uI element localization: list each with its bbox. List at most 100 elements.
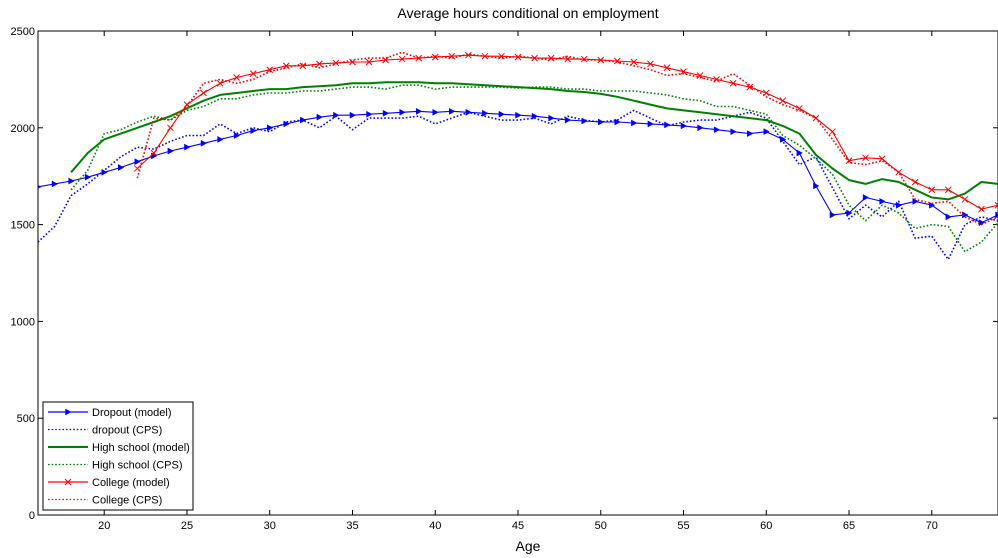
series-4-point bbox=[431, 53, 439, 61]
series-0-point bbox=[184, 143, 191, 151]
series-4-point bbox=[150, 149, 158, 157]
series-group bbox=[38, 51, 998, 261]
series-0-point bbox=[995, 211, 998, 219]
series-4-point bbox=[978, 205, 985, 213]
x-tick-label: 70 bbox=[926, 520, 938, 532]
y-tick-label: 0 bbox=[29, 510, 35, 522]
series-0-point bbox=[200, 139, 208, 147]
series-4-point bbox=[862, 154, 869, 162]
series-0-point bbox=[895, 201, 903, 209]
y-tick-label: 2500 bbox=[11, 26, 35, 38]
series-0-point bbox=[399, 108, 406, 116]
series-4-point bbox=[994, 201, 998, 209]
series-4-point bbox=[597, 56, 605, 64]
x-tick-label: 50 bbox=[595, 520, 607, 532]
series-0-point bbox=[482, 109, 489, 117]
series-0-point bbox=[217, 135, 224, 143]
plot-area bbox=[37, 30, 998, 516]
series-4-point bbox=[729, 79, 737, 87]
x-tick-label: 45 bbox=[512, 520, 524, 532]
series-0-point bbox=[366, 110, 373, 118]
series-0-point bbox=[697, 124, 704, 132]
series-0-point bbox=[862, 194, 870, 201]
series-4-point bbox=[696, 72, 704, 79]
legend-label: College (model) bbox=[92, 477, 170, 489]
series-line-3 bbox=[70, 84, 998, 253]
axis-ticks bbox=[38, 30, 998, 516]
x-tick-label: 20 bbox=[98, 520, 110, 532]
series-4-point bbox=[580, 55, 588, 63]
series-0-point bbox=[664, 121, 671, 129]
series-layer bbox=[38, 51, 998, 261]
x-tick-label: 30 bbox=[264, 520, 276, 532]
series-4-point bbox=[316, 60, 323, 68]
series-4-point bbox=[911, 178, 919, 186]
legend: Dropout (model) dropout (CPS) High school … bbox=[42, 401, 194, 511]
y-tick-label: 500 bbox=[17, 413, 35, 425]
series-0-point bbox=[250, 127, 257, 135]
x-tick-label: 65 bbox=[843, 520, 855, 532]
legend-label: Dropout (model) bbox=[92, 407, 171, 419]
series-4-point bbox=[779, 97, 787, 105]
series-0-point bbox=[84, 173, 92, 181]
series-0-point bbox=[515, 111, 522, 119]
series-0-point bbox=[300, 116, 307, 124]
series-4-point bbox=[216, 79, 224, 87]
series-0-point bbox=[631, 119, 638, 127]
series-0-point bbox=[498, 110, 505, 118]
series-4-point bbox=[944, 186, 952, 194]
series-4-point bbox=[928, 186, 936, 194]
series-4-point bbox=[647, 60, 654, 68]
series-0-point bbox=[167, 147, 174, 155]
series-0-point bbox=[829, 211, 837, 219]
series-0-point bbox=[382, 109, 390, 117]
series-4-point bbox=[464, 51, 472, 59]
y-tick-label: 1500 bbox=[11, 220, 35, 232]
series-4-point bbox=[630, 58, 638, 66]
series-0-point bbox=[713, 126, 721, 134]
legend-label: dropout (CPS) bbox=[92, 425, 162, 437]
series-4-point bbox=[167, 124, 174, 132]
y-tick-label: 1000 bbox=[11, 316, 35, 328]
series-0-point bbox=[598, 118, 605, 126]
legend-marker bbox=[64, 478, 72, 486]
series-0-point bbox=[266, 124, 274, 132]
legend-marker bbox=[65, 408, 72, 416]
series-0-point bbox=[316, 113, 323, 121]
series-0-point bbox=[796, 149, 803, 157]
series-4-point bbox=[398, 55, 406, 63]
x-tick-label: 55 bbox=[677, 520, 689, 532]
x-tick-label: 40 bbox=[429, 520, 441, 532]
series-4-point bbox=[663, 64, 671, 72]
series-0-point bbox=[763, 128, 770, 136]
series-0-point bbox=[465, 108, 472, 116]
tick-labels: 20 25 30 35 40 45 50 55 60 65 70 0 500 1000 1500 2000 25… bbox=[11, 26, 938, 532]
series-4-point bbox=[680, 68, 687, 76]
legend-label: High school (CPS) bbox=[92, 460, 182, 472]
series-0-point bbox=[879, 197, 886, 205]
x-tick-label: 35 bbox=[346, 520, 358, 532]
series-0-point bbox=[134, 158, 141, 166]
series-4-point bbox=[746, 83, 754, 91]
y-tick-label: 2000 bbox=[11, 123, 35, 135]
series-4-point bbox=[200, 89, 207, 97]
x-axis-label: Age bbox=[516, 538, 541, 554]
series-0-point bbox=[730, 128, 737, 136]
series-0-point bbox=[564, 116, 572, 124]
series-line-2 bbox=[70, 81, 998, 201]
series-0-point bbox=[746, 130, 754, 138]
series-4-point bbox=[365, 58, 373, 66]
legend-box bbox=[42, 401, 194, 511]
series-4-point bbox=[796, 105, 803, 112]
series-0-point bbox=[38, 184, 42, 189]
series-0-point bbox=[945, 213, 952, 221]
series-4-point bbox=[233, 74, 240, 81]
series-line-5 bbox=[136, 51, 998, 226]
series-0-point bbox=[680, 122, 688, 130]
series-0-point bbox=[68, 177, 75, 185]
series-0-point bbox=[51, 180, 59, 188]
series-4-point bbox=[514, 53, 522, 61]
legend-label: High school (model) bbox=[92, 442, 190, 454]
series-0-point bbox=[846, 209, 853, 217]
